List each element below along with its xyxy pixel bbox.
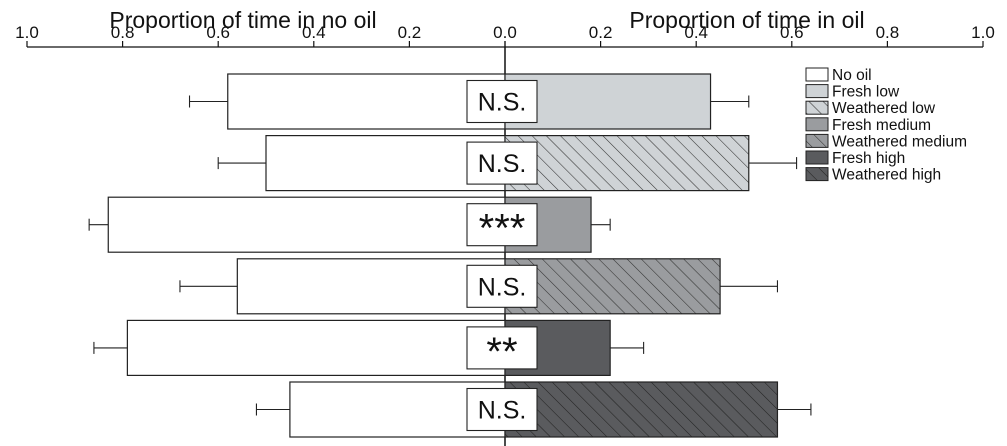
legend-label: Fresh high <box>832 150 905 167</box>
legend-label: No oil <box>832 67 872 84</box>
legend-label: Weathered medium <box>832 133 967 150</box>
legend-label: Fresh medium <box>832 117 931 134</box>
legend-swatch <box>805 133 829 148</box>
bar-no-oil <box>265 135 506 192</box>
significance-label: N.S. <box>478 89 527 117</box>
left-tick-label: 0.4 <box>302 23 326 42</box>
legend-label: Fresh low <box>832 84 900 101</box>
left-tick-label: 1.0 <box>15 23 39 42</box>
bar-no-oil <box>227 73 506 130</box>
significance-box <box>466 264 538 308</box>
right-tick-label: 1.0 <box>971 23 995 42</box>
legend-swatch <box>805 117 829 132</box>
left-tick-label: 0.8 <box>111 23 135 42</box>
bar-oil-weathered-high <box>504 381 779 438</box>
significance-label: *** <box>479 207 526 251</box>
significance-box <box>466 326 538 370</box>
right-tick-label: 0.4 <box>684 23 708 42</box>
significance-label: N.S. <box>478 397 527 425</box>
left-tick-label: 0.2 <box>398 23 422 42</box>
bar-oil-weathered-medium <box>504 258 721 315</box>
significance-box <box>466 141 538 185</box>
legend-swatch <box>805 67 829 82</box>
bar-no-oil <box>236 258 506 315</box>
legend-swatch <box>805 100 829 115</box>
significance-box <box>466 203 538 247</box>
legend-swatch <box>805 167 829 182</box>
legend-swatch <box>805 84 829 99</box>
significance-label: ** <box>486 330 517 374</box>
significance-box <box>466 79 538 124</box>
right-axis-title: Proportion of time in oil <box>629 7 864 33</box>
bar-oil-fresh-low <box>504 73 712 130</box>
bar-oil-weathered-low <box>504 135 750 192</box>
significance-label: N.S. <box>478 273 527 301</box>
right-tick-label: 0.2 <box>589 23 613 42</box>
right-tick-label: 0.0 <box>493 23 517 42</box>
significance-box <box>466 387 538 432</box>
left-axis-title: Proportion of time in no oil <box>109 7 376 33</box>
right-tick-label: 0.8 <box>876 23 900 42</box>
legend-swatch <box>805 150 829 165</box>
bar-no-oil <box>107 196 506 253</box>
significance-label: N.S. <box>478 150 527 178</box>
left-tick-label: 0.6 <box>206 23 230 42</box>
right-tick-label: 0.6 <box>780 23 804 42</box>
bar-no-oil <box>126 319 506 376</box>
legend-label: Weathered low <box>832 100 936 117</box>
bars: N.S. N.S. *** N.S. ** N.S. <box>88 73 812 438</box>
legend-label: Weathered high <box>832 167 941 184</box>
